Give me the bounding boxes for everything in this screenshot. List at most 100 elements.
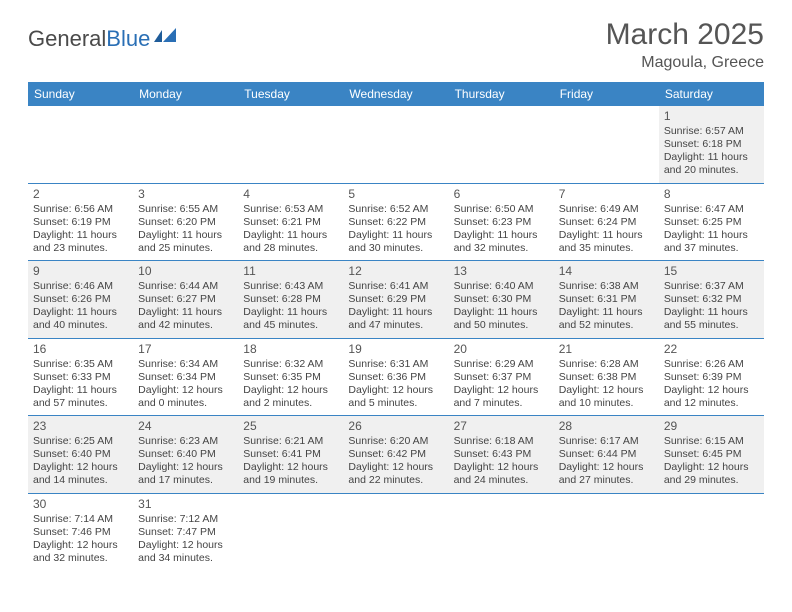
sunset-line: Sunset: 6:40 PM [138,448,233,461]
sunset-line: Sunset: 6:32 PM [664,293,759,306]
calendar-cell: 2Sunrise: 6:56 AMSunset: 6:19 PMDaylight… [28,183,133,261]
calendar-cell: 13Sunrise: 6:40 AMSunset: 6:30 PMDayligh… [449,261,554,339]
sunset-line: Sunset: 6:39 PM [664,371,759,384]
day-number: 26 [348,419,443,433]
daylight-line: Daylight: 12 hours and 34 minutes. [138,539,233,565]
sunset-line: Sunset: 6:41 PM [243,448,338,461]
daylight-line: Daylight: 11 hours and 47 minutes. [348,306,443,332]
sunset-line: Sunset: 6:44 PM [559,448,654,461]
calendar-cell: 23Sunrise: 6:25 AMSunset: 6:40 PMDayligh… [28,416,133,494]
logo-text-general: General [28,26,106,52]
daylight-line: Daylight: 12 hours and 27 minutes. [559,461,654,487]
sunset-line: Sunset: 7:46 PM [33,526,128,539]
calendar-cell: 26Sunrise: 6:20 AMSunset: 6:42 PMDayligh… [343,416,448,494]
calendar-cell: 1Sunrise: 6:57 AMSunset: 6:18 PMDaylight… [659,106,764,183]
sunrise-line: Sunrise: 6:46 AM [33,280,128,293]
calendar-cell: 31Sunrise: 7:12 AMSunset: 7:47 PMDayligh… [133,493,238,570]
sunset-line: Sunset: 6:38 PM [559,371,654,384]
calendar-cell [238,493,343,570]
sunrise-line: Sunrise: 7:14 AM [33,513,128,526]
calendar-cell: 10Sunrise: 6:44 AMSunset: 6:27 PMDayligh… [133,261,238,339]
day-number: 21 [559,342,654,356]
daylight-line: Daylight: 11 hours and 52 minutes. [559,306,654,332]
sunrise-line: Sunrise: 6:43 AM [243,280,338,293]
calendar-cell [449,493,554,570]
calendar-week: 23 Sunrise: 6:25 AM Sunset: 6:40 PM Dayligh… [28,416,764,494]
calendar-week: 1Sunrise: 6:57 AMSunset: 6:18 PMDaylight… [28,106,764,183]
sunset-line: Sunset: 6:45 PM [664,448,759,461]
calendar-cell [449,106,554,183]
daylight-line: Daylight: 12 hours and 22 minutes. [348,461,443,487]
sunset-line: Sunset: 6:27 PM [138,293,233,306]
sunset-line: Sunset: 6:34 PM [138,371,233,384]
calendar-cell: 12Sunrise: 6:41 AMSunset: 6:29 PMDayligh… [343,261,448,339]
calendar-week: 2Sunrise: 6:56 AMSunset: 6:19 PMDaylight… [28,183,764,261]
calendar-cell: 29Sunrise: 6:15 AMSunset: 6:45 PMDayligh… [659,416,764,494]
calendar-cell: 4Sunrise: 6:53 AMSunset: 6:21 PMDaylight… [238,183,343,261]
day-number: 11 [243,264,338,278]
day-header: Sunday [28,82,133,106]
calendar-cell [659,493,764,570]
day-number: 7 [559,187,654,201]
sunset-line: Sunset: 6:42 PM [348,448,443,461]
day-number: 27 [454,419,549,433]
daylight-line: Daylight: 11 hours and 42 minutes. [138,306,233,332]
daylight-line: Daylight: 12 hours and 29 minutes. [664,461,759,487]
daylight-line: Daylight: 11 hours and 37 minutes. [664,229,759,255]
sunrise-line: Sunrise: 7:12 AM [138,513,233,526]
calendar-cell: 28Sunrise: 6:17 AMSunset: 6:44 PMDayligh… [554,416,659,494]
sunrise-line: Sunrise: 6:38 AM [559,280,654,293]
day-number: 30 [33,497,128,511]
sunset-line: Sunset: 6:25 PM [664,216,759,229]
calendar-cell [554,106,659,183]
calendar-cell [343,493,448,570]
daylight-line: Daylight: 11 hours and 35 minutes. [559,229,654,255]
day-number: 23 [33,419,128,433]
daylight-line: Daylight: 11 hours and 32 minutes. [454,229,549,255]
daylight-line: Daylight: 11 hours and 23 minutes. [33,229,128,255]
calendar-cell: 11Sunrise: 6:43 AMSunset: 6:28 PMDayligh… [238,261,343,339]
sunrise-line: Sunrise: 6:37 AM [664,280,759,293]
calendar-cell: 15Sunrise: 6:37 AMSunset: 6:32 PMDayligh… [659,261,764,339]
sunrise-line: Sunrise: 6:49 AM [559,203,654,216]
day-number: 18 [243,342,338,356]
day-header: Thursday [449,82,554,106]
sunset-line: Sunset: 6:33 PM [33,371,128,384]
daylight-line: Daylight: 11 hours and 25 minutes. [138,229,233,255]
day-number: 16 [33,342,128,356]
day-number: 4 [243,187,338,201]
day-number: 25 [243,419,338,433]
sunrise-line: Sunrise: 6:28 AM [559,358,654,371]
calendar-week: 9Sunrise: 6:46 AMSunset: 6:26 PMDaylight… [28,261,764,339]
sunrise-line: Sunrise: 6:47 AM [664,203,759,216]
sunrise-line: Sunrise: 6:31 AM [348,358,443,371]
calendar-cell: 16Sunrise: 6:35 AMSunset: 6:33 PMDayligh… [28,338,133,416]
calendar-week: 30Sunrise: 7:14 AMSunset: 7:46 PMDayligh… [28,493,764,570]
day-header: Wednesday [343,82,448,106]
sunset-line: Sunset: 6:19 PM [33,216,128,229]
sunrise-line: Sunrise: 6:23 AM [138,435,233,448]
calendar-cell [28,106,133,183]
calendar-cell [238,106,343,183]
calendar-table: SundayMondayTuesdayWednesdayThursdayFrid… [28,82,764,570]
calendar-cell: 7Sunrise: 6:49 AMSunset: 6:24 PMDaylight… [554,183,659,261]
calendar-week: 16Sunrise: 6:35 AMSunset: 6:33 PMDayligh… [28,338,764,416]
sunrise-line: Sunrise: 6:57 AM [664,125,759,138]
day-number: 6 [454,187,549,201]
sunrise-line: Sunrise: 6:32 AM [243,358,338,371]
sunset-line: Sunset: 6:26 PM [33,293,128,306]
sunset-line: Sunset: 6:29 PM [348,293,443,306]
calendar-cell: 30 Sunrise: 7:14 AMSunset: 7:46 PMDayligh… [28,493,133,570]
day-number: 3 [138,187,233,201]
calendar-cell: 20Sunrise: 6:29 AMSunset: 6:37 PMDayligh… [449,338,554,416]
day-number: 17 [138,342,233,356]
sunrise-line: Sunrise: 6:15 AM [664,435,759,448]
daylight-line: Daylight: 11 hours and 57 minutes. [33,384,128,410]
day-number: 2 [33,187,128,201]
calendar-cell: 19Sunrise: 6:31 AMSunset: 6:36 PMDayligh… [343,338,448,416]
sunrise-line: Sunrise: 6:25 AM [33,435,128,448]
daylight-line: Daylight: 12 hours and 0 minutes. [138,384,233,410]
calendar-cell: 27Sunrise: 6:18 AMSunset: 6:43 PMDayligh… [449,416,554,494]
calendar-cell: 21Sunrise: 6:28 AMSunset: 6:38 PMDayligh… [554,338,659,416]
daylight-line: Daylight: 12 hours and 32 minutes. [33,539,128,565]
